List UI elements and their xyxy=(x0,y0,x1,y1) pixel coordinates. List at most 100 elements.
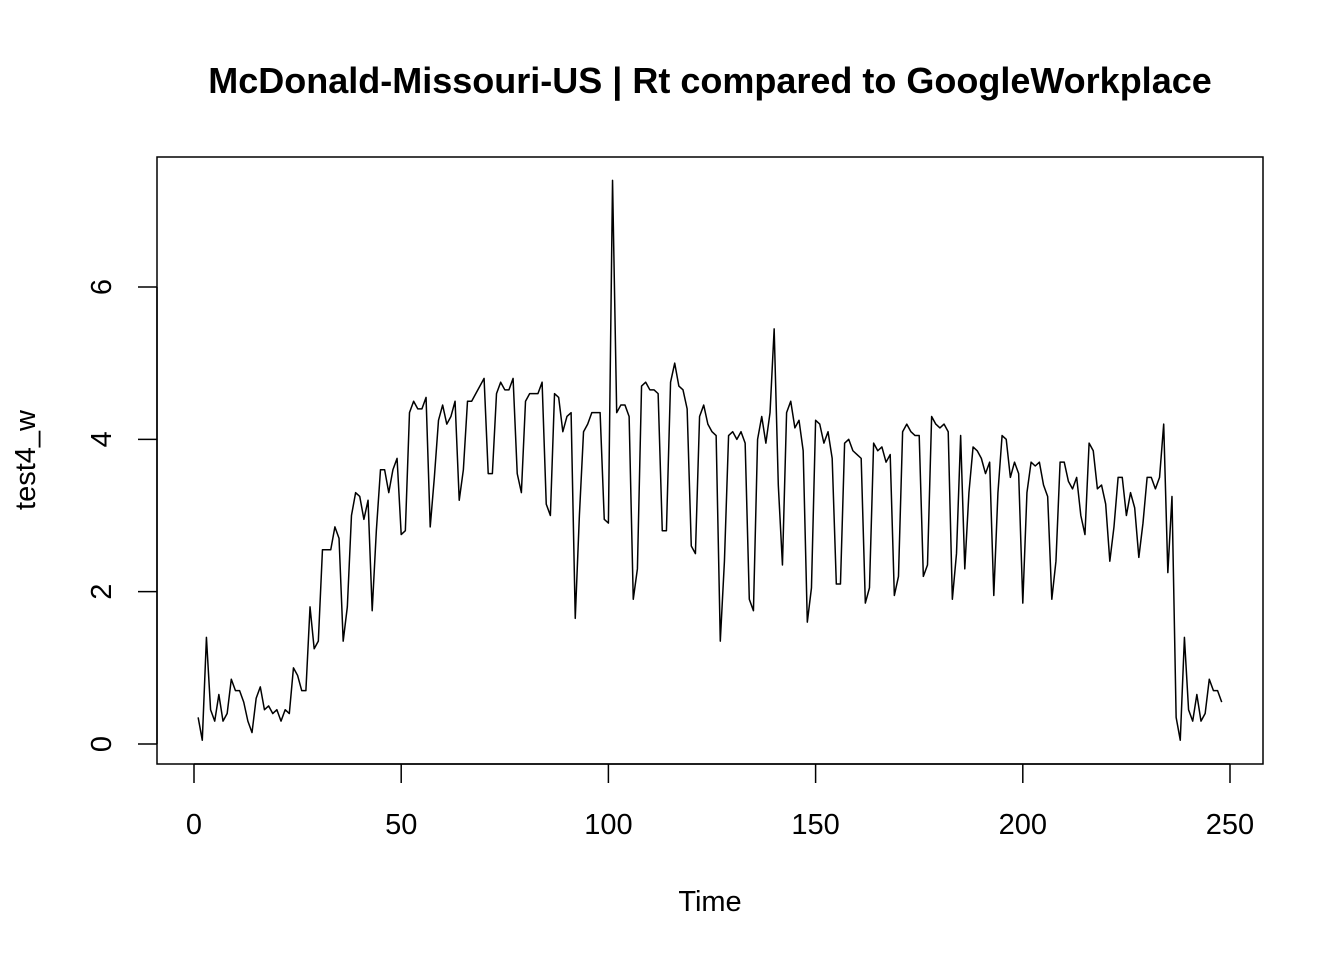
data-point xyxy=(218,693,220,695)
data-point xyxy=(806,621,808,623)
data-point xyxy=(719,640,721,642)
data-point xyxy=(798,419,800,421)
data-point xyxy=(450,415,452,417)
data-point xyxy=(549,514,551,516)
data-point xyxy=(508,389,510,391)
data-point xyxy=(628,415,630,417)
y-tick-label: 4 xyxy=(86,431,118,447)
data-point xyxy=(516,472,518,474)
data-point xyxy=(574,617,576,619)
data-point xyxy=(1046,495,1048,497)
data-point xyxy=(263,709,265,711)
data-point xyxy=(425,396,427,398)
data-point xyxy=(1167,571,1169,573)
data-point xyxy=(1005,438,1007,440)
data-point xyxy=(690,545,692,547)
data-point xyxy=(371,610,373,612)
data-point xyxy=(1038,461,1040,463)
data-point xyxy=(893,594,895,596)
data-point xyxy=(976,450,978,452)
data-point xyxy=(732,431,734,433)
data-point xyxy=(997,491,999,493)
data-point xyxy=(1121,476,1123,478)
data-point xyxy=(1154,488,1156,490)
data-point xyxy=(599,411,601,413)
y-tick-label: 2 xyxy=(86,584,118,600)
data-point xyxy=(1017,472,1019,474)
data-point xyxy=(740,431,742,433)
data-point xyxy=(205,636,207,638)
data-point xyxy=(1196,693,1198,695)
data-point xyxy=(309,606,311,608)
data-point xyxy=(993,594,995,596)
data-point xyxy=(951,598,953,600)
data-point xyxy=(367,499,369,501)
data-point xyxy=(1109,560,1111,562)
data-point xyxy=(359,495,361,497)
x-tick-label: 0 xyxy=(186,809,202,841)
data-point xyxy=(1200,720,1202,722)
data-point xyxy=(1013,461,1015,463)
data-point xyxy=(284,709,286,711)
data-point xyxy=(943,423,945,425)
data-point xyxy=(756,438,758,440)
data-point xyxy=(1001,434,1003,436)
data-point xyxy=(586,423,588,425)
data-point xyxy=(988,461,990,463)
data-point xyxy=(802,450,804,452)
data-point xyxy=(686,408,688,410)
data-point xyxy=(1092,450,1094,452)
data-point xyxy=(321,549,323,551)
data-point xyxy=(429,526,431,528)
data-point xyxy=(1142,522,1144,524)
data-point xyxy=(317,640,319,642)
data-point xyxy=(1030,461,1032,463)
data-point xyxy=(823,442,825,444)
data-point xyxy=(1208,678,1210,680)
data-point xyxy=(877,450,879,452)
series-line xyxy=(197,179,1223,741)
data-point xyxy=(1125,514,1127,516)
data-point xyxy=(831,457,833,459)
data-point xyxy=(1075,476,1077,478)
data-point xyxy=(346,606,348,608)
data-point xyxy=(1187,709,1189,711)
data-point xyxy=(330,549,332,551)
data-point xyxy=(214,720,216,722)
data-point xyxy=(901,431,903,433)
data-point xyxy=(404,530,406,532)
data-point xyxy=(856,453,858,455)
data-point xyxy=(769,411,771,413)
data-point xyxy=(790,400,792,402)
data-point xyxy=(276,709,278,711)
data-point xyxy=(814,419,816,421)
data-point xyxy=(922,575,924,577)
data-point xyxy=(620,404,622,406)
data-point xyxy=(350,514,352,516)
data-point xyxy=(1104,503,1106,505)
data-point xyxy=(624,404,626,406)
data-point xyxy=(226,712,228,714)
data-point xyxy=(669,381,671,383)
x-tick-label: 150 xyxy=(791,809,839,841)
data-point xyxy=(930,415,932,417)
data-point xyxy=(744,442,746,444)
data-point xyxy=(1117,476,1119,478)
data-point xyxy=(632,598,634,600)
data-point xyxy=(1158,476,1160,478)
y-axis: 0 2 4 6 xyxy=(86,279,158,752)
data-point xyxy=(781,564,783,566)
data-point xyxy=(1026,491,1028,493)
data-point xyxy=(827,431,829,433)
data-point xyxy=(1192,720,1194,722)
data-point xyxy=(379,469,381,471)
data-point xyxy=(388,491,390,493)
data-point xyxy=(645,381,647,383)
data-point xyxy=(661,530,663,532)
data-point xyxy=(1084,533,1086,535)
data-point xyxy=(885,461,887,463)
data-point xyxy=(545,503,547,505)
data-point xyxy=(682,389,684,391)
data-point xyxy=(292,667,294,669)
data-point xyxy=(1034,465,1036,467)
